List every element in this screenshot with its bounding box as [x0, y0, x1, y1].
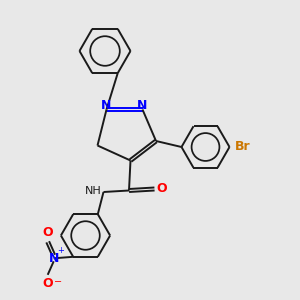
Text: NH: NH: [85, 186, 102, 196]
Text: O: O: [156, 182, 166, 196]
Text: Br: Br: [235, 140, 250, 154]
Text: O: O: [42, 277, 53, 290]
Text: N: N: [101, 99, 112, 112]
Text: O: O: [42, 226, 53, 239]
Text: N: N: [137, 99, 148, 112]
Text: +: +: [57, 246, 64, 255]
Text: N: N: [49, 252, 59, 265]
Text: −: −: [54, 277, 62, 287]
